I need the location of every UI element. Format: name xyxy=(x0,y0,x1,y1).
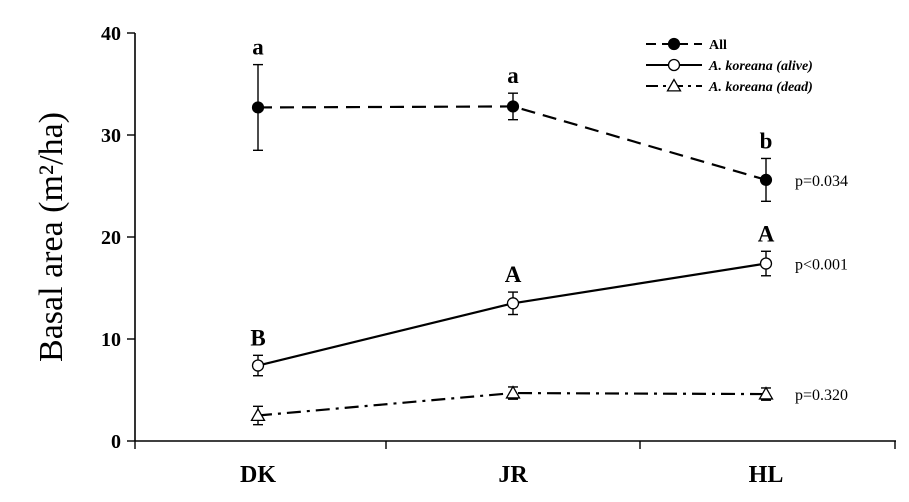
significance-letter: a xyxy=(252,35,264,60)
significance-letter: A xyxy=(758,221,775,246)
x-tick-label-jr: JR xyxy=(498,462,528,488)
legend-item-0: All xyxy=(646,37,727,53)
legend-label: A. koreana (alive) xyxy=(708,59,813,74)
data-point xyxy=(505,385,521,399)
legend-marker xyxy=(667,37,681,51)
data-point xyxy=(251,359,265,372)
legend-item-2: A. koreana (dead) xyxy=(646,78,813,95)
data-point xyxy=(759,173,773,186)
x-tick-label-dk: DK xyxy=(240,462,276,488)
p-value-label: p=0.034 xyxy=(795,173,848,190)
data-point xyxy=(251,101,265,114)
x-ticks: DK JR HL xyxy=(134,441,896,488)
significance-letter: B xyxy=(250,325,265,350)
data-point xyxy=(759,257,773,270)
y-tick-label: 10 xyxy=(101,329,121,351)
data-point xyxy=(250,407,266,422)
legend-marker xyxy=(666,78,682,92)
series-0: a a b p=0.034 xyxy=(251,35,848,203)
y-axis-label: Basal area (m²/ha) xyxy=(33,112,70,362)
significance-letter: b xyxy=(760,128,773,153)
y-tick-label: 40 xyxy=(101,23,121,45)
legend: All A. koreana (alive) A. koreana (dead) xyxy=(646,37,813,95)
significance-letter: a xyxy=(507,63,519,88)
x-tick-label-hl: HL xyxy=(749,462,784,488)
series-2: p=0.320 xyxy=(250,385,848,426)
legend-label: All xyxy=(709,38,727,53)
series-line xyxy=(257,105,767,181)
data-point xyxy=(506,100,520,113)
legend-label: A. koreana (dead) xyxy=(708,80,813,95)
data-point xyxy=(758,386,774,400)
y-ticks: 0 10 20 30 40 xyxy=(101,23,135,453)
data-point xyxy=(506,297,520,310)
y-tick-label: 0 xyxy=(111,431,121,453)
y-tick-label: 20 xyxy=(101,227,121,249)
p-value-label: p=0.320 xyxy=(795,387,848,404)
significance-letter: A xyxy=(505,262,522,287)
p-value-label: p<0.001 xyxy=(795,257,848,274)
y-tick-label: 30 xyxy=(101,125,121,147)
legend-item-1: A. koreana (alive) xyxy=(646,58,813,74)
series-layer: a a b p=0.034 B A Ap<0.001 p=0.320 xyxy=(250,35,848,426)
series-1: B A Ap<0.001 xyxy=(250,221,848,377)
legend-marker xyxy=(667,58,681,72)
